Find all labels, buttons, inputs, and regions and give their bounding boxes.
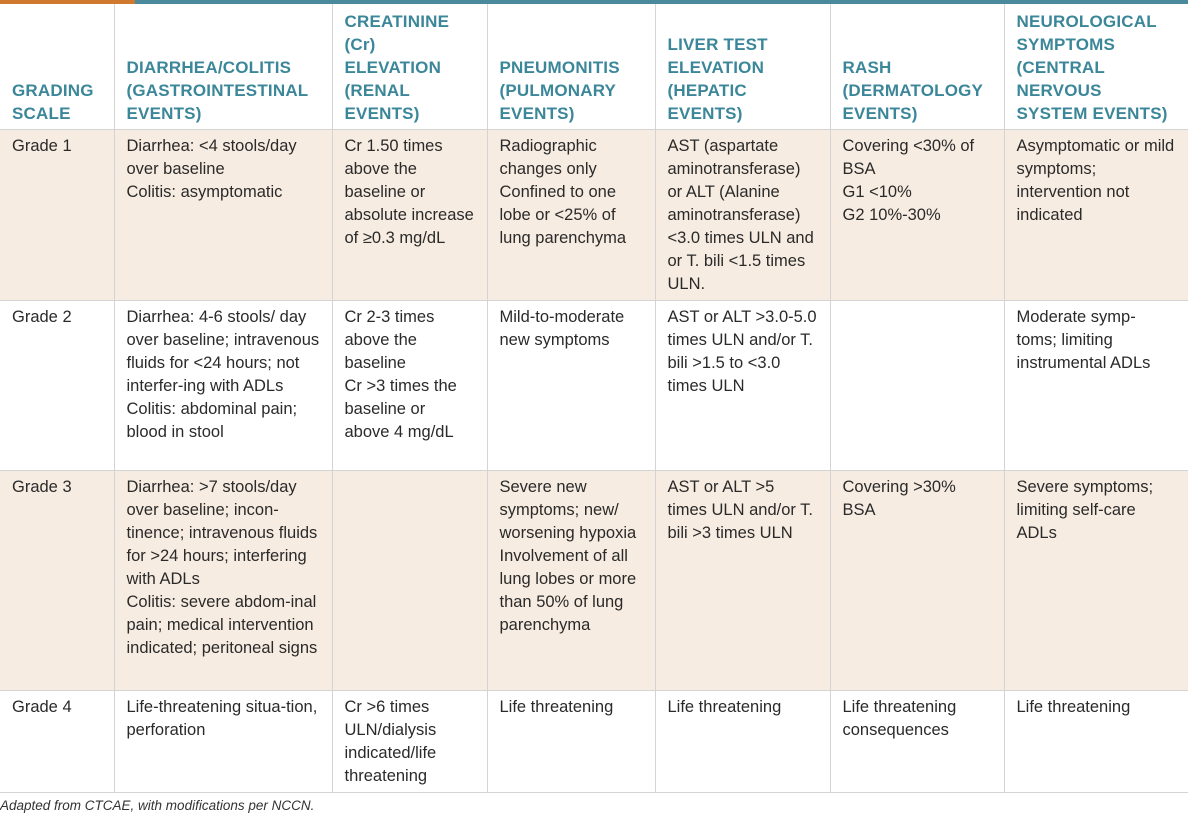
cell-text: Severe new symptoms; new/ worsening hypo… (499, 477, 637, 542)
cell-text: Covering <30% of BSA (842, 136, 975, 178)
cell-text: Diarrhea: 4-6 stools/ day over baseline;… (126, 307, 320, 395)
cell-text: Diarrhea: <4 stools/day over baseline (126, 136, 297, 178)
grade-cell: Grade 3 (0, 469, 115, 691)
table-cell: Cr 1.50 times above the baseline or abso… (331, 128, 488, 301)
grade-cell: Grade 4 (0, 689, 115, 793)
accent-bar-teal (135, 0, 1188, 4)
table-cell: Covering >30% BSA (829, 469, 1005, 691)
cell-text: Colitis: abdominal pain; blood in stool (126, 399, 298, 441)
table-cell: AST or ALT >3.0-5.0 times ULN and/or T. … (654, 299, 831, 471)
irae-grading-table: GRADING SCALE DIARRHEA/COLITIS (GASTROINT… (0, 4, 1188, 793)
cell-text: AST or ALT >5 times ULN and/or T. bili >… (667, 477, 814, 542)
cell-text: AST (aspartate aminotransferase) or ALT … (667, 136, 814, 293)
cell-text: Confined to one lobe or <25% of lung par… (499, 182, 627, 247)
grade-cell: Grade 2 (0, 299, 115, 471)
column-header: GRADING SCALE (0, 4, 115, 130)
table-cell: Cr 2-3 times above the baseline Cr >3 tim… (331, 299, 488, 471)
cell-text: Cr 1.50 times above the baseline or abso… (344, 136, 474, 247)
table-cell: Radiographic changes only Confined to one… (486, 128, 656, 301)
header-row: GRADING SCALE DIARRHEA/COLITIS (GASTROINT… (0, 4, 1188, 130)
table-cell: Life-threatening situa-tion, perforation (113, 689, 333, 793)
cell-text: Severe symptoms; limiting self-care ADLs (1016, 477, 1154, 542)
cell-text: Colitis: severe abdom-inal pain; medical… (126, 592, 318, 657)
table-cell (829, 299, 1005, 471)
cell-text: G1 <10% (842, 182, 912, 201)
table-cell: Covering <30% of BSA G1 <10% G2 10%-30% (829, 128, 1005, 301)
column-header: LIVER TEST ELEVATION (HEPATIC EVENTS) (654, 4, 831, 130)
column-header: RASH (DERMATOLOGY EVENTS) (829, 4, 1005, 130)
cell-text: Colitis: asymptomatic (126, 182, 283, 201)
cell-text: Asymptomatic or mild symptoms; intervent… (1016, 136, 1175, 224)
column-header: CREATININE (Cr) ELEVATION (RENAL EVENTS) (331, 4, 488, 130)
table-cell: Life threatening (654, 689, 831, 793)
accent-bar-orange (0, 0, 135, 4)
grade-cell: Grade 1 (0, 128, 115, 301)
cell-text: Life threatening (499, 697, 614, 716)
column-header: PNEUMONITIS (PULMONARY EVENTS) (486, 4, 656, 130)
table-cell: Severe new symptoms; new/ worsening hypo… (486, 469, 656, 691)
column-header: DIARRHEA/COLITIS (GASTROINTESTINAL EVENT… (113, 4, 333, 130)
cell-text: Covering >30% BSA (842, 477, 956, 519)
cell-text: Life-threatening situa-tion, perforation (126, 697, 318, 739)
table-cell: Life threatening consequences (829, 689, 1005, 793)
cell-text: G2 10%-30% (842, 205, 941, 224)
table-cell: Cr >6 times ULN/dialysis indicated/life … (331, 689, 488, 793)
table-cell: Severe symptoms; limiting self-care ADLs (1003, 469, 1188, 691)
table-cell: AST or ALT >5 times ULN and/or T. bili >… (654, 469, 831, 691)
cell-text: Cr 2-3 times above the baseline (344, 307, 435, 372)
table-cell: Diarrhea: 4-6 stools/ day over baseline;… (113, 299, 333, 471)
cell-text: Life threatening (1016, 697, 1131, 716)
cell-text: Mild-to-moderate new symptoms (499, 307, 625, 349)
table-cell: Moderate symp-toms; limiting instrumenta… (1003, 299, 1188, 471)
table-cell: Mild-to-moderate new symptoms (486, 299, 656, 471)
table-cell: Asymptomatic or mild symptoms; intervent… (1003, 128, 1188, 301)
table-cell: Life threatening (1003, 689, 1188, 793)
cell-text: Cr >6 times ULN/dialysis indicated/life … (344, 697, 437, 785)
table-row: Grade 1 Diarrhea: <4 stools/day over base… (0, 128, 1188, 301)
cell-text: Moderate symp-toms; limiting instrumenta… (1016, 307, 1151, 372)
column-header: NEUROLOGICAL SYMPTOMS (CENTRAL NERVOUS S… (1003, 4, 1188, 130)
table-row: Grade 3 Diarrhea: >7 stools/day over base… (0, 469, 1188, 691)
table-cell: Life threatening (486, 689, 656, 793)
table-cell (331, 469, 488, 691)
cell-text: Involvement of all lung lobes or more th… (499, 546, 637, 634)
cell-text: Cr >3 times the baseline or above 4 mg/d… (344, 376, 457, 441)
table-cell: Diarrhea: <4 stools/day over baseline Col… (113, 128, 333, 301)
cell-text: Life threatening (667, 697, 782, 716)
table-row: Grade 2 Diarrhea: 4-6 stools/ day over ba… (0, 299, 1188, 471)
cell-text: AST or ALT >3.0-5.0 times ULN and/or T. … (667, 307, 817, 395)
table-row: Grade 4 Life-threatening situa-tion, perf… (0, 689, 1188, 793)
cell-text: Radiographic changes only (499, 136, 597, 178)
table-cell: Diarrhea: >7 stools/day over baseline; i… (113, 469, 333, 691)
cell-text: Life threatening consequences (842, 697, 957, 739)
table-caption: Adapted from CTCAE, with modifications p… (0, 798, 315, 813)
table-cell: AST (aspartate aminotransferase) or ALT … (654, 128, 831, 301)
cell-text: Diarrhea: >7 stools/day over baseline; i… (126, 477, 318, 588)
